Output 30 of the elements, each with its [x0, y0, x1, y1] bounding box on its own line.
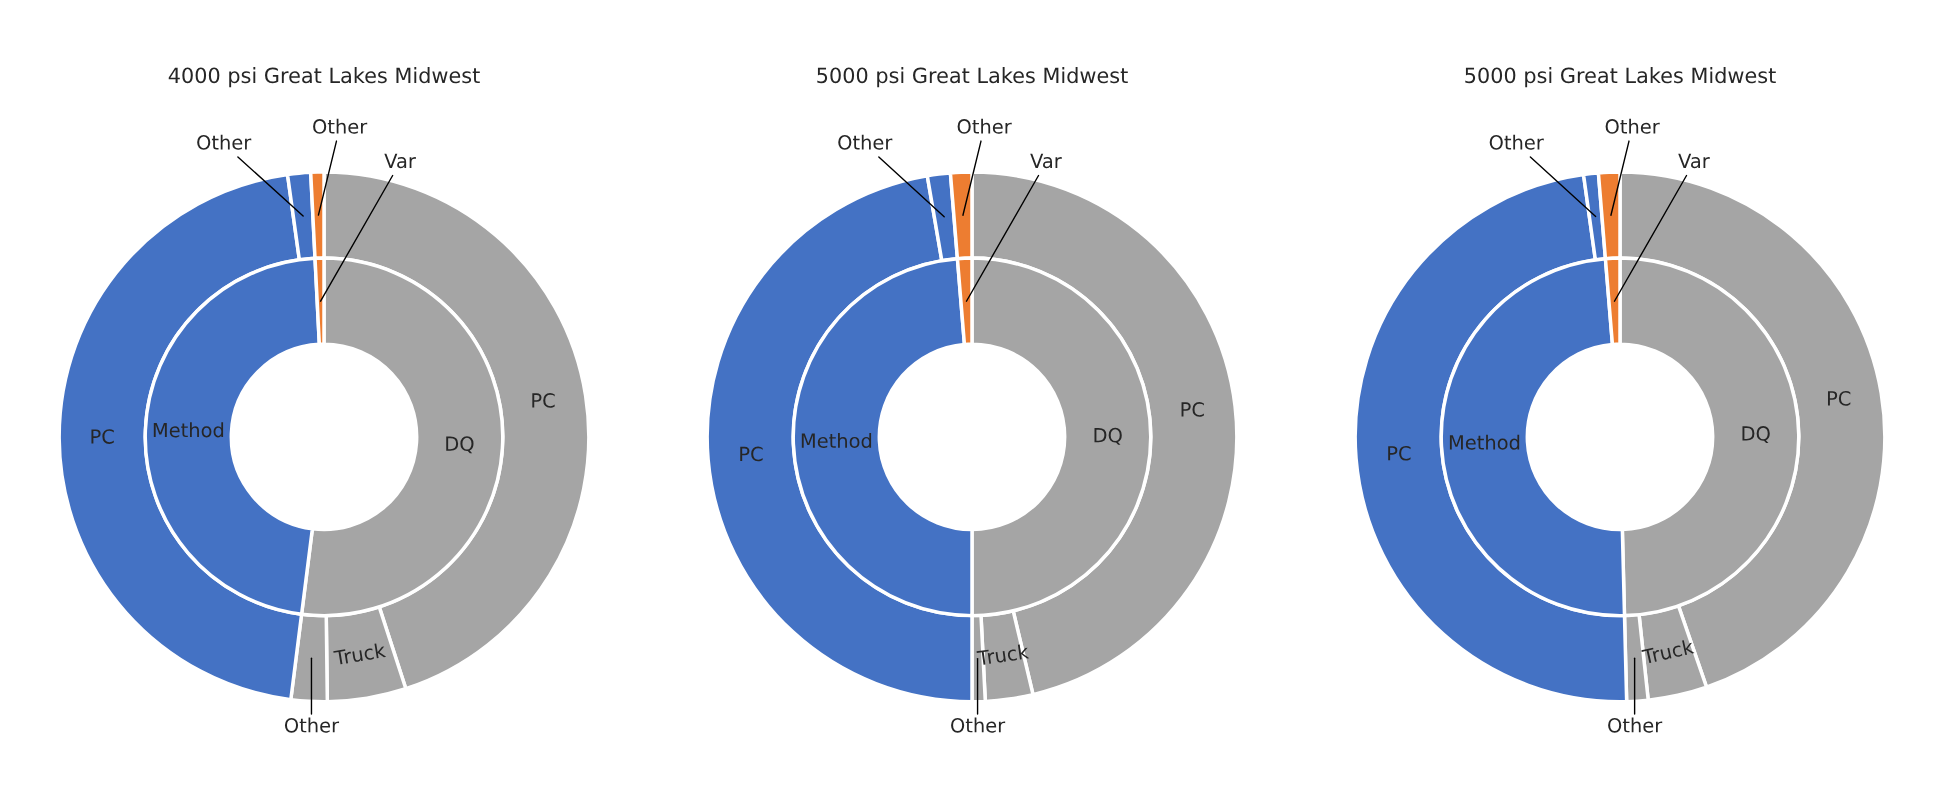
text: Var	[384, 153, 416, 169]
text: Var	[1030, 153, 1062, 169]
slice-label: PC	[740, 446, 763, 462]
slice-label: Truck	[976, 643, 1030, 666]
slice-label: PC	[1388, 445, 1411, 461]
slice-label: PC	[1181, 402, 1204, 417]
text: Method	[801, 432, 872, 449]
slice-label: Other	[197, 134, 252, 150]
text: Method	[153, 422, 224, 438]
chart-title: 4000 psi Great Lakes Midwest	[168, 67, 480, 88]
slice-label: Truck	[1641, 638, 1695, 665]
chart-title: 5000 psi Great Lakes Midwest	[817, 67, 1128, 88]
text: Method	[1449, 434, 1520, 450]
text: Var	[1678, 153, 1710, 169]
slice-label: Other	[1608, 717, 1663, 733]
slice-label: Other	[957, 118, 1012, 134]
chart-title: 5000 psi Great Lakes Midwest	[1465, 67, 1776, 88]
slice-label: Other	[284, 717, 340, 733]
slice-label: Other	[1605, 118, 1660, 134]
text: DQ	[1094, 427, 1122, 445]
text: DQ	[446, 436, 474, 454]
slice-label: Truck	[333, 642, 387, 666]
slice-label: Other	[313, 118, 368, 134]
slice-label: PC	[1827, 391, 1851, 406]
slice-label: Other	[838, 134, 893, 150]
slice-label: PC	[91, 429, 114, 444]
text: DQ	[1742, 426, 1770, 444]
slice-label: PC	[532, 393, 555, 408]
slice-label: Other	[1489, 134, 1544, 150]
slice-label: Other	[951, 717, 1006, 733]
